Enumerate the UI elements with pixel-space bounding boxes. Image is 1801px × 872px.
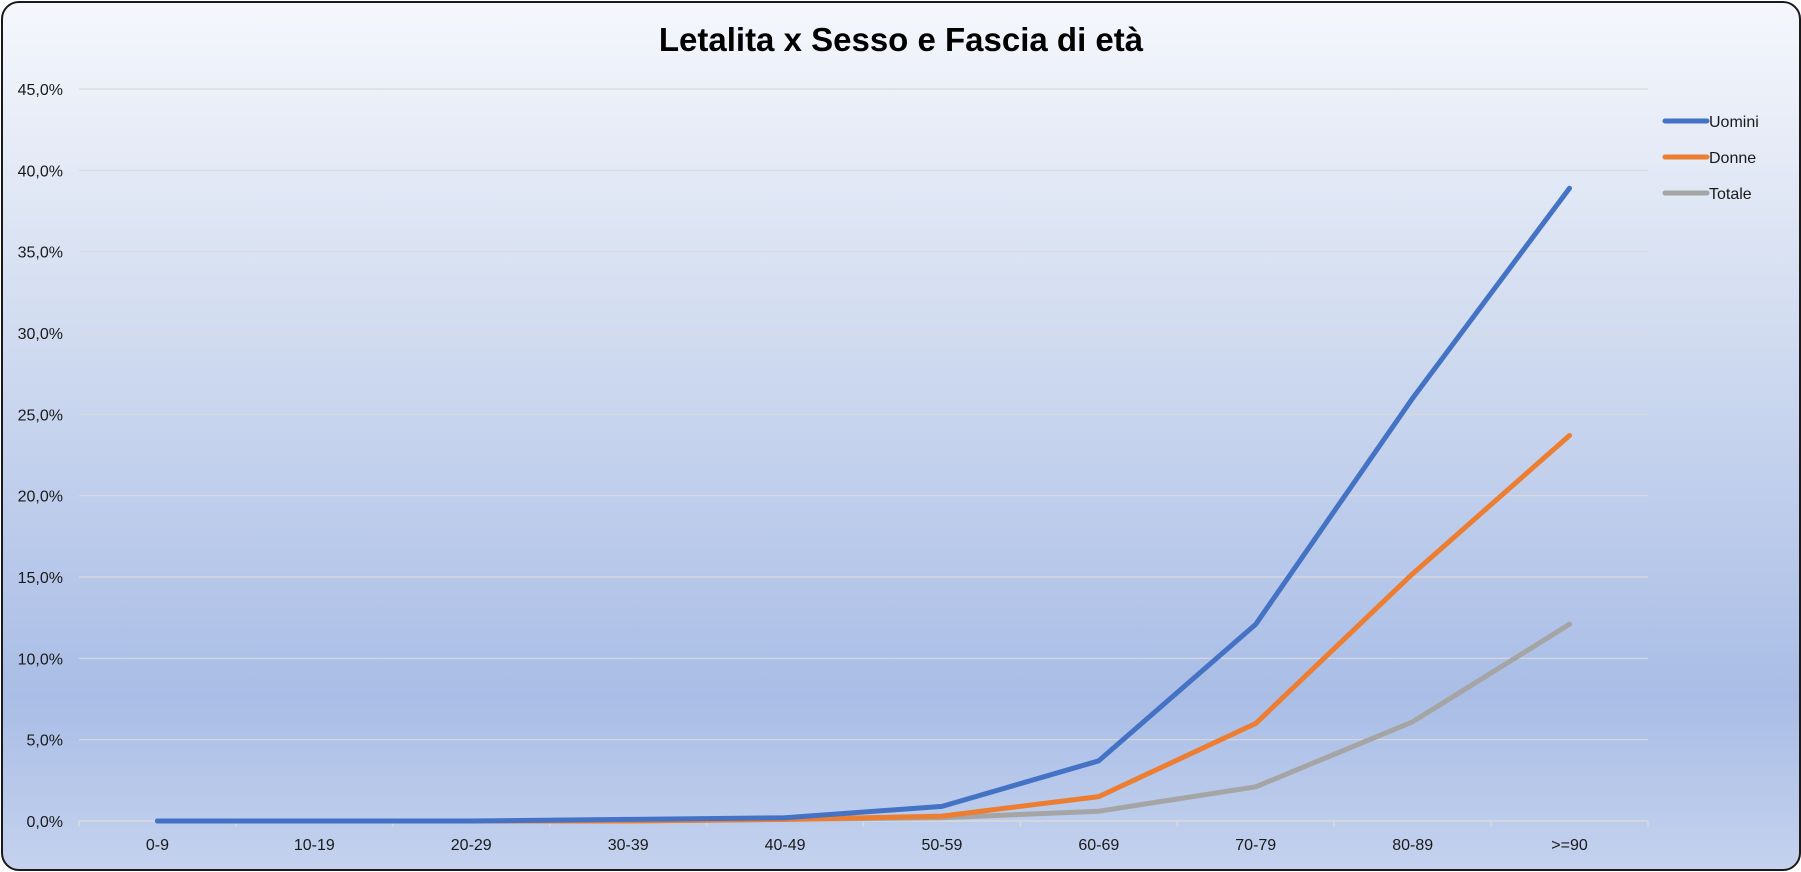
- y-tick-label: 25,0%: [18, 407, 63, 424]
- x-tick-label: 20-29: [451, 837, 492, 854]
- x-tick-label: 40-49: [765, 837, 806, 854]
- x-tick-label: 0-9: [146, 837, 169, 854]
- x-tick-label: 80-89: [1392, 837, 1433, 854]
- y-tick-label: 15,0%: [18, 570, 63, 587]
- y-tick-label: 30,0%: [18, 326, 63, 343]
- series-line-donne: [154, 433, 1572, 824]
- y-tick-label: 40,0%: [18, 163, 63, 180]
- y-axis-ticks: 0,0% 5,0% 10,0% 15,0% 20,0% 25,0% 30,0% 35,0% 40…: [18, 82, 63, 831]
- x-axis: 0-9 10-19 20-29 30-39 40-49 50-59 60-69 70-79 80…: [78, 820, 1649, 854]
- x-tick-label: 60-69: [1078, 837, 1119, 854]
- y-tick-label: 45,0%: [18, 82, 63, 99]
- x-tick-label: >=90: [1551, 837, 1588, 854]
- y-tick-label: 10,0%: [18, 651, 63, 668]
- legend-label: Totale: [1709, 186, 1752, 203]
- x-tick-label: 10-19: [294, 837, 335, 854]
- y-tick-label: 0,0%: [27, 814, 63, 831]
- series-line-uomini: [154, 185, 1572, 824]
- gridlines: [79, 88, 1648, 741]
- y-tick-label: 20,0%: [18, 489, 63, 506]
- x-tick-label: 50-59: [921, 837, 962, 854]
- legend-label: Uomini: [1709, 114, 1759, 131]
- y-tick-label: 35,0%: [18, 245, 63, 262]
- y-tick-label: 5,0%: [27, 733, 63, 750]
- line-chart: 0,0% 5,0% 10,0% 15,0% 20,0% 25,0% 30,0% 35,0% 40…: [18, 82, 1759, 854]
- legend: Uomini Donne Totale: [1662, 114, 1759, 203]
- chart-title: Letalita x Sesso e Fascia di età: [658, 21, 1144, 58]
- series-lines: [154, 185, 1572, 824]
- series-line-totale: [154, 621, 1572, 824]
- x-tick-label: 70-79: [1235, 837, 1276, 854]
- legend-label: Donne: [1709, 150, 1756, 167]
- x-tick-label: 30-39: [608, 837, 649, 854]
